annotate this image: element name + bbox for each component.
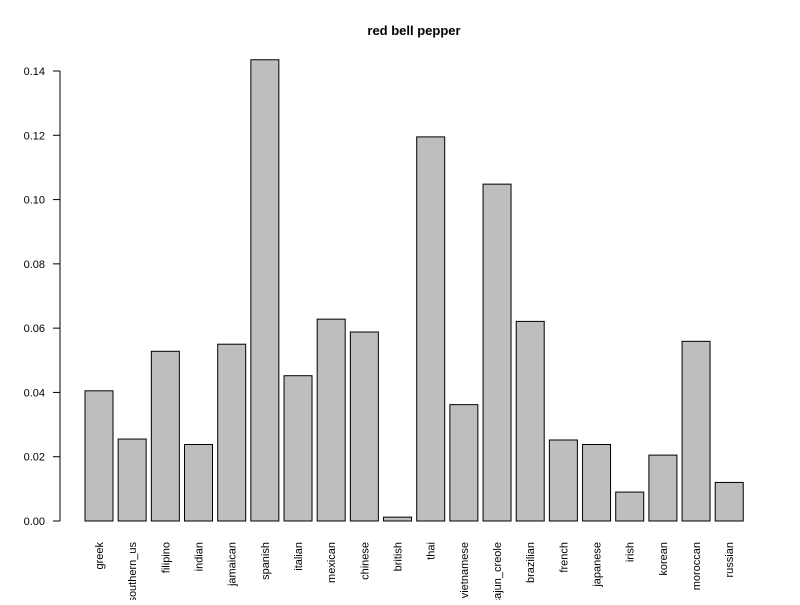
- x-tick-label: irish: [625, 542, 637, 562]
- y-tick-label: 0.00: [24, 516, 45, 528]
- bar-chinese: [349, 331, 379, 522]
- bar-jamaican: [217, 343, 247, 522]
- x-tick-label: french: [558, 542, 570, 573]
- x-tick-label: filipino: [160, 542, 172, 573]
- x-tick-label: indian: [194, 542, 206, 571]
- bar-filipino: [150, 350, 180, 522]
- bar-irish: [615, 491, 645, 522]
- y-tick-label: 0.02: [24, 452, 45, 464]
- y-axis: 0.00 0.02 0.04 0.06 0.08 0.10 0.12 0.14: [24, 66, 61, 528]
- x-tick-label: russian: [724, 542, 736, 577]
- bar-indian: [184, 444, 214, 522]
- x-tick-label: mexican: [326, 542, 338, 583]
- bars-group: [84, 59, 744, 522]
- chart-title: red bell pepper: [367, 23, 460, 38]
- bar-vietnamese: [449, 404, 479, 522]
- x-tick-label: greek: [94, 542, 106, 570]
- y-tick-label: 0.10: [24, 195, 45, 207]
- bar-italian: [283, 375, 313, 522]
- bar-spanish: [250, 59, 280, 522]
- x-tick-label: brazilian: [525, 542, 537, 583]
- bar-russian: [714, 481, 744, 522]
- bar-southern-us: [117, 438, 147, 522]
- bar-korean: [648, 454, 678, 522]
- x-tick-label: italian: [293, 542, 305, 571]
- x-tick-label: thai: [426, 542, 438, 560]
- x-tick-label: cajun_creole: [492, 542, 504, 600]
- x-tick-label: japanese: [592, 542, 604, 588]
- y-tick-label: 0.06: [24, 323, 45, 335]
- x-tick-label: korean: [658, 542, 670, 576]
- bar-brazilian: [515, 320, 545, 522]
- bar-cajun-creole: [482, 183, 512, 522]
- x-tick-label: british: [393, 542, 405, 571]
- y-tick-label: 0.14: [24, 66, 45, 78]
- bar-mexican: [316, 318, 346, 522]
- x-axis-labels: greek southern_us filipino indian jamaican sp…: [94, 542, 736, 605]
- y-tick-label: 0.04: [24, 387, 45, 399]
- x-tick-label: vietnamese: [459, 542, 471, 598]
- x-tick-label: jamaican: [227, 542, 239, 587]
- y-tick-label: 0.12: [24, 130, 45, 142]
- x-tick-label: spanish: [260, 542, 272, 580]
- x-tick-label: southern_us: [127, 542, 139, 600]
- bar-japanese: [582, 444, 612, 522]
- bar-thai: [416, 136, 446, 522]
- bar-moroccan: [681, 340, 711, 522]
- x-tick-label: chinese: [359, 542, 371, 580]
- bar-british: [383, 516, 413, 522]
- x-tick-label: moroccan: [691, 542, 703, 590]
- y-tick-label: 0.08: [24, 259, 45, 271]
- bar-french: [548, 439, 578, 522]
- bar-greek: [84, 390, 114, 522]
